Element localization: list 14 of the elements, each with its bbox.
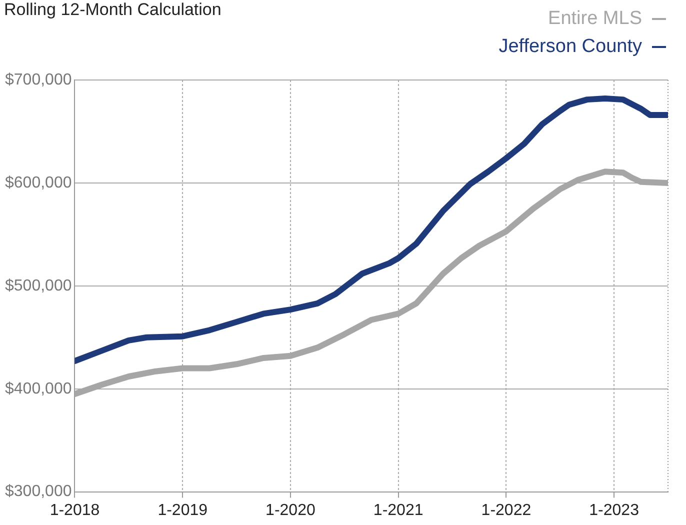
x-tick-label: 1-2019 bbox=[158, 502, 208, 519]
y-tick-label: $700,000 bbox=[5, 71, 72, 88]
x-tick-label: 1-2023 bbox=[589, 502, 640, 519]
x-tick-label: 1-2020 bbox=[266, 502, 316, 519]
x-tick-label: 1-2021 bbox=[373, 502, 424, 519]
legend-label: Entire MLS bbox=[548, 8, 642, 29]
y-tick-label: $300,000 bbox=[5, 483, 72, 500]
y-tick-label: $600,000 bbox=[5, 174, 72, 192]
legend-label: Jefferson County bbox=[498, 36, 642, 57]
y-tick-label: $400,000 bbox=[5, 380, 72, 398]
y-tick-label: $500,000 bbox=[5, 277, 72, 294]
chart-title: Rolling 12-Month Calculation bbox=[4, 0, 222, 20]
x-tick-label: 1-2018 bbox=[50, 502, 100, 519]
x-tick-label: 1-2022 bbox=[481, 502, 532, 519]
